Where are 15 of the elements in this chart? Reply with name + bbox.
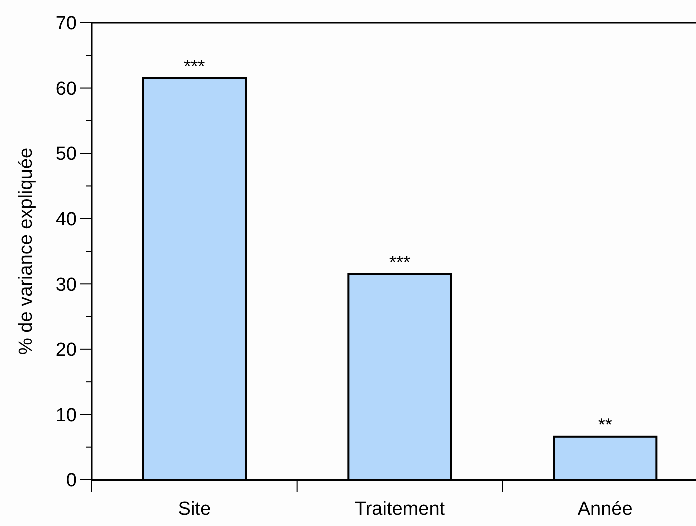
y-axis-title: % de variance expliquée [16, 148, 37, 356]
y-tick-label: 20 [56, 340, 77, 362]
x-tick-label: Année [578, 499, 633, 520]
annotation: ** [598, 414, 612, 435]
annotation: *** [389, 252, 411, 272]
y-tick-label: 70 [56, 14, 77, 35]
y-tick-label: 40 [56, 210, 77, 231]
annotation: *** [184, 56, 206, 76]
y-tick-label: 0 [66, 470, 77, 492]
y-tick-label: 10 [56, 405, 77, 426]
y-tick-label: 60 [56, 78, 77, 100]
x-tick-label: Traitement [354, 499, 446, 520]
x-tick-label: Site [178, 499, 212, 520]
y-tick-label: 50 [56, 144, 77, 166]
y-tick-label: 30 [56, 274, 77, 296]
